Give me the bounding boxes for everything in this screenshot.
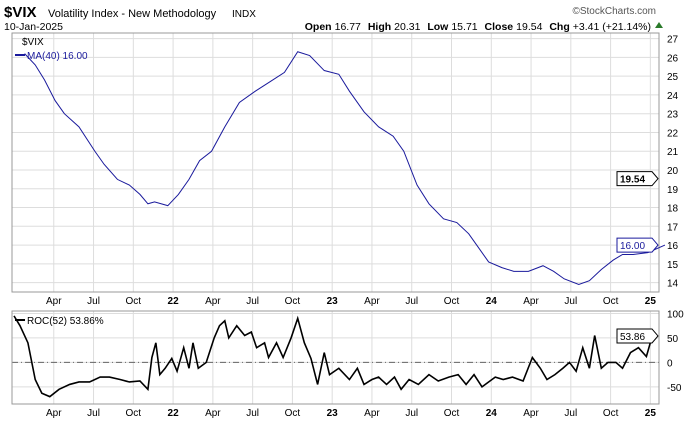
last-price-tag-box [616, 171, 659, 187]
x-tick-label: Oct [444, 296, 460, 307]
y-tick-label: 21 [667, 147, 679, 158]
high-value: 20.31 [394, 21, 420, 33]
symbol: $VIX [4, 4, 37, 21]
y-tick-label: 23 [667, 110, 679, 121]
x-tick-label: 25 [645, 408, 657, 419]
x-tick-label: Apr [205, 408, 221, 419]
x-tick-label: 22 [168, 408, 180, 419]
x-tick-label: Jul [87, 408, 100, 419]
x-tick-label: Apr [46, 408, 62, 419]
x-tick-label: Oct [444, 408, 460, 419]
high-label: High [368, 21, 391, 33]
x-tick-label: Jul [564, 296, 577, 307]
y-tick-label: 0 [667, 358, 673, 369]
y-tick-label: 14 [667, 279, 679, 290]
x-tick-label: Oct [603, 408, 619, 419]
exchange: INDX [232, 9, 256, 20]
price-panel-border [11, 32, 660, 293]
x-tick-label: 25 [645, 296, 657, 307]
y-tick-label: 25 [667, 72, 679, 83]
y-tick-label: -50 [667, 383, 682, 394]
roc-value-tag-box [616, 328, 659, 344]
ma-value-tag: 16.00 [620, 241, 645, 252]
x-tick-label: Apr [205, 296, 221, 307]
ma-value-tag-box [616, 237, 659, 253]
y-tick-label: 22 [667, 128, 679, 139]
close-label: Close [485, 21, 514, 33]
x-tick-label: Apr [523, 408, 539, 419]
x-tick-label: 24 [486, 408, 498, 419]
legend-ma: MA(40) 16.00 [27, 51, 88, 62]
open-label: Open [305, 21, 332, 33]
low-value: 15.71 [451, 21, 477, 33]
y-tick-label: 19 [667, 185, 679, 196]
x-tick-label: Oct [126, 296, 142, 307]
x-tick-label: Jul [405, 296, 418, 307]
y-tick-label: 17 [667, 222, 679, 233]
last-price-tag: 19.54 [620, 175, 645, 186]
up-arrow-icon [655, 22, 663, 28]
legend-roc: ROC(52) 53.86% [27, 316, 104, 327]
x-tick-label: Apr [46, 296, 62, 307]
x-tick-label: Jul [405, 408, 418, 419]
chg-value: +3.41 (+21.14%) [573, 21, 651, 33]
x-tick-label: Oct [285, 408, 301, 419]
y-tick-label: 20 [667, 166, 679, 177]
x-tick-label: 24 [486, 296, 498, 307]
x-tick-label: 23 [327, 296, 339, 307]
roc-value-tag: 53.86 [620, 332, 645, 343]
roc-line [13, 315, 657, 398]
x-tick-label: Oct [126, 408, 142, 419]
low-label: Low [427, 21, 449, 33]
x-tick-label: 23 [327, 408, 339, 419]
chg-label: Chg [549, 21, 569, 33]
open-value: 16.77 [335, 21, 361, 33]
x-tick-label: Jul [246, 296, 259, 307]
x-tick-label: 22 [168, 296, 180, 307]
y-tick-label: 16 [667, 241, 679, 252]
y-tick-label: 50 [667, 334, 679, 345]
x-tick-label: Oct [603, 296, 619, 307]
x-tick-label: Apr [523, 296, 539, 307]
x-tick-label: Jul [246, 408, 259, 419]
legend-price: $VIX [22, 37, 44, 48]
chart-date: 10-Jan-2025 [4, 21, 63, 33]
x-tick-label: Jul [564, 408, 577, 419]
y-tick-label: 24 [667, 91, 679, 102]
x-tick-label: Jul [87, 296, 100, 307]
x-tick-label: Oct [285, 296, 301, 307]
y-tick-label: 26 [667, 53, 679, 64]
security-name: Volatility Index - New Methodology [48, 8, 217, 20]
quote-line: Open 16.77 High 20.31 Low 15.71 Close 19.54 … [305, 21, 651, 33]
roc-panel-border [11, 310, 660, 405]
close-value: 19.54 [516, 21, 542, 33]
y-tick-label: 27 [667, 35, 679, 46]
x-tick-label: Apr [364, 296, 380, 307]
brand-watermark: ©StockCharts.com [572, 6, 656, 17]
y-tick-label: 100 [667, 309, 684, 320]
y-tick-label: 15 [667, 260, 679, 271]
x-tick-label: Apr [364, 408, 380, 419]
y-tick-label: 18 [667, 204, 679, 215]
ma-line [24, 51, 666, 286]
